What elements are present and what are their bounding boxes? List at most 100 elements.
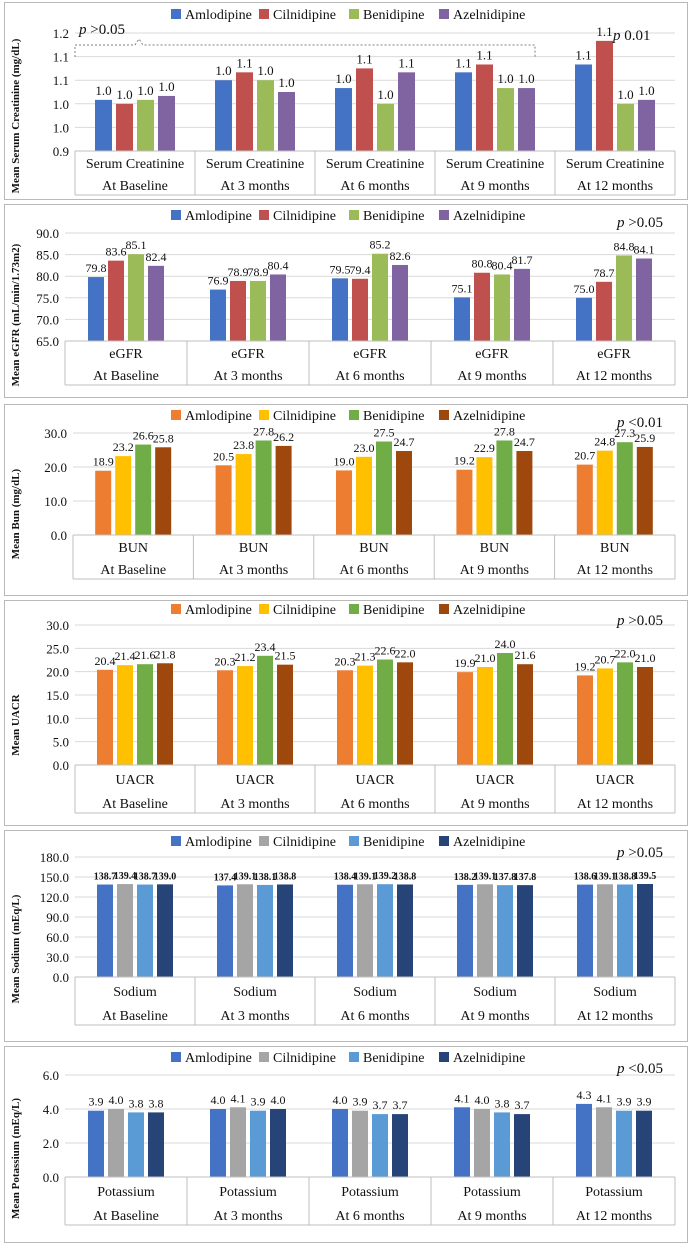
bar [255,440,272,535]
bar [456,469,473,535]
legend-label: Benidipine [363,409,424,424]
data-label: 1.1 [398,55,414,70]
legend-label: Amlodipine [185,8,252,23]
bar [210,289,226,341]
data-label: 20.3 [215,654,236,668]
bar [497,885,513,977]
bar [230,1107,246,1177]
p-value: p >0.05 [616,613,663,629]
data-label: 23.8 [233,438,254,452]
data-label: 83.6 [106,245,127,259]
bar [157,663,173,765]
data-label: 3.9 [89,1095,104,1109]
x-category-label: At 6 months [340,797,409,812]
bar [577,884,593,977]
legend-swatch [439,1052,449,1062]
data-label: 21.4 [115,649,136,663]
bar [597,668,613,765]
data-label: 1.1 [356,51,372,66]
x-group-label: Sodium [353,985,397,1000]
y-tick-label: 120.0 [40,890,69,905]
data-label: 4.0 [211,1093,226,1107]
legend-label: Amlodipine [185,409,252,424]
bar [215,80,232,151]
bar [335,88,352,151]
y-tick-label: 0.0 [43,1170,59,1185]
data-label: 19.2 [575,659,596,673]
bar [517,664,533,765]
bar [497,88,514,151]
panel-uacr: 0.0 5.0 10.0 15.0 20.0 25.0 30.0 Mean UACR Amlod… [4,600,688,826]
p-text: >0.05 [625,215,663,231]
data-label: 4.0 [271,1093,286,1107]
x-category-label: At 6 months [339,563,408,578]
bar [217,670,233,765]
y-tick-label: 30.0 [44,426,67,441]
data-label: 138.1 [254,872,277,883]
data-label: 21.5 [275,649,296,663]
y-axis-label: Mean Bun (mg/dL) [10,468,22,559]
bar [157,884,173,977]
bar [637,884,653,977]
p-text: >0.05 [625,845,663,861]
bar [235,454,252,535]
y-tick-label: 20.0 [46,665,69,680]
data-label: 85.2 [370,238,391,252]
x-group-label: Sodium [233,985,277,1000]
bar [137,99,154,151]
legend-swatch [349,410,359,420]
chart-bun: 0.0 10.0 20.0 30.0 Mean Bun (mg/dL) Amlodipin… [10,409,676,580]
x-group-label: BUN [480,541,510,556]
data-label: 1.0 [497,71,513,86]
data-label: 21.6 [515,648,536,662]
bar [95,99,112,151]
data-label: 19.0 [334,454,355,468]
data-label: 138.6 [574,872,597,883]
y-axis-label: Mean Serum Creatinine (mg/dL) [10,38,22,193]
p-text: >0.05 [625,613,663,629]
x-category-label: At 3 months [213,369,282,384]
data-label: 25.9 [634,431,655,445]
y-tick-label: 1.0 [53,120,69,135]
bar [210,1109,226,1177]
data-label: 1.0 [116,87,132,102]
data-label: 19.9 [455,656,476,670]
x-group-label: eGFR [353,347,387,362]
x-group-label: Serum Creatinine [206,157,304,172]
legend-label: Cilnidipine [273,1051,336,1066]
y-tick-label: 85.0 [36,248,59,263]
legend-swatch [349,836,359,846]
x-category-label: At 12 months [577,563,653,578]
x-category-label: At 3 months [220,179,289,194]
bar [278,92,295,151]
bar [337,884,353,977]
x-category-label: At 9 months [457,369,526,384]
legend-label: Cilnidipine [273,835,336,850]
legend-label: Amlodipine [185,1051,252,1066]
x-category-label: At 9 months [457,1209,526,1224]
bar [457,672,473,765]
bar [518,88,535,151]
x-group-label: BUN [118,541,148,556]
data-label: 4.3 [577,1088,592,1102]
data-label: 1.0 [377,87,393,102]
data-label: 82.6 [390,249,411,263]
x-group-label: eGFR [109,347,143,362]
data-label: 139.1 [474,871,497,882]
bar [237,884,253,977]
y-axis-label: Mean eGFR (mL/min/1.73m2) [10,243,22,386]
x-group-label: Potassium [463,1185,521,1200]
y-tick-label: 0.9 [53,144,69,159]
p-value-right: p 0.01 [612,28,651,44]
y-tick-label: 2.0 [43,1136,59,1151]
data-label: 137.4 [214,872,237,883]
x-group-label: BUN [239,541,269,556]
legend-swatch [171,9,181,19]
data-label: 3.7 [373,1098,388,1112]
y-tick-label: 4.0 [43,1102,59,1117]
y-tick-label: 1.1 [53,73,69,88]
bar [270,1109,286,1177]
legend-label: Amlodipine [185,603,252,618]
x-group-label: BUN [359,541,389,556]
x-group-label: BUN [600,541,630,556]
